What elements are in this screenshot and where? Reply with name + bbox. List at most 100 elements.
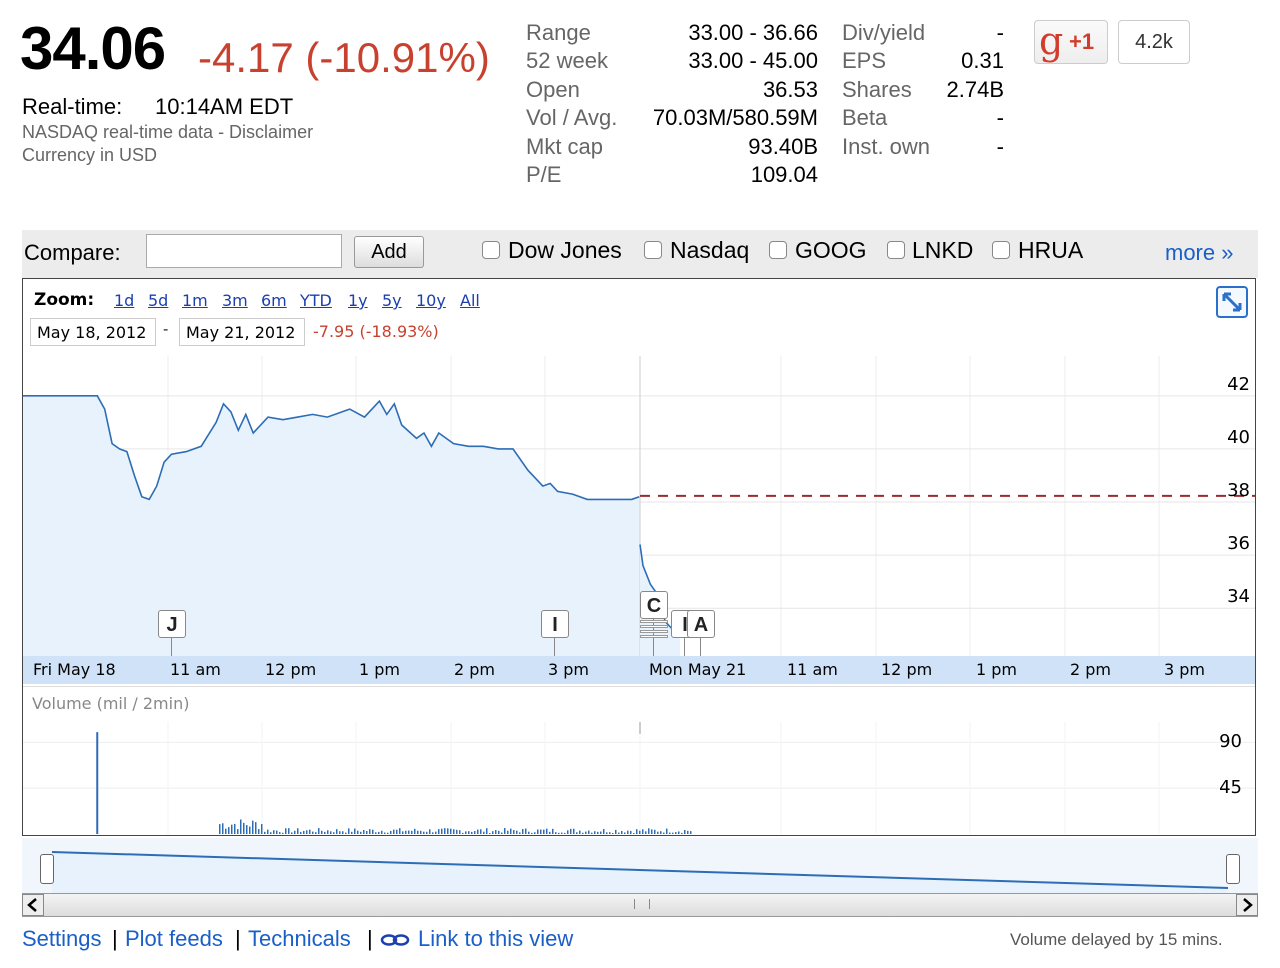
settings-link[interactable]: Settings: [22, 926, 102, 951]
volume-bar: [420, 830, 422, 834]
x-tick-label: 1 pm: [976, 660, 1018, 679]
event-flag-i[interactable]: I: [541, 610, 569, 638]
start-date-field[interactable]: May 18, 2012: [30, 318, 156, 346]
volume-bar: [663, 832, 665, 834]
time-axis: [23, 656, 1255, 684]
scroll-grip[interactable]: [634, 899, 650, 909]
compare-input[interactable]: [146, 234, 342, 268]
event-flag-c[interactable]: C: [640, 591, 668, 619]
volume-bar: [351, 831, 353, 834]
checkbox-lnkd[interactable]: [887, 241, 905, 259]
zoom-1y[interactable]: 1y: [348, 291, 368, 310]
volume-bar: [621, 830, 623, 834]
event-flag-a[interactable]: A: [687, 610, 715, 638]
volume-bar: [666, 828, 668, 834]
volume-bar: [324, 831, 326, 834]
volume-bar: [438, 829, 440, 834]
volume-bar: [633, 832, 635, 834]
volume-bar: [657, 831, 659, 834]
checkbox-label-goog[interactable]: GOOG: [795, 237, 867, 263]
volume-bar: [411, 830, 413, 834]
stat-value-instown: -: [996, 134, 1004, 159]
volume-bar: [489, 832, 491, 834]
volume-bar: [255, 822, 257, 834]
volume-bar: [276, 830, 278, 834]
price-chart[interactable]: [23, 356, 1255, 656]
google-g-icon: g: [1039, 19, 1064, 63]
volume-bar: [225, 828, 227, 834]
zoom-1d[interactable]: 1d: [114, 291, 135, 310]
range-change: -7.95 (-18.93%): [313, 322, 439, 341]
google-plus-one-button[interactable]: g +1: [1034, 19, 1108, 64]
zoom-5d[interactable]: 5d: [148, 291, 169, 310]
x-tick-label: 2 pm: [1070, 660, 1112, 679]
data-source-note[interactable]: NASDAQ real-time data - Disclaimer: [22, 122, 314, 142]
volume-bar: [417, 830, 419, 834]
volume-bar: [315, 832, 317, 834]
navigator-scrollbar[interactable]: [22, 893, 1258, 917]
volume-bar: [297, 828, 299, 834]
volume-bar: [543, 829, 545, 834]
checkbox-hrua[interactable]: [992, 241, 1010, 259]
volume-bar: [279, 832, 281, 834]
price-area-mon: [640, 544, 681, 656]
volume-bar: [267, 829, 269, 834]
zoom-5y[interactable]: 5y: [382, 291, 402, 310]
add-button[interactable]: Add: [354, 236, 424, 268]
expand-chart-button[interactable]: [1216, 286, 1248, 318]
volume-bar: [432, 832, 434, 834]
zoom-6m[interactable]: 6m: [261, 291, 287, 310]
checkbox-label-nasdaq[interactable]: Nasdaq: [670, 237, 750, 263]
stat-value-52week: 33.00 - 45.00: [688, 48, 818, 73]
zoom-1m[interactable]: 1m: [182, 291, 208, 310]
volume-bar: [480, 829, 482, 834]
checkbox-dow-jones[interactable]: [482, 241, 500, 259]
technicals-link[interactable]: Technicals: [248, 926, 351, 951]
volume-bar: [525, 828, 527, 834]
volume-bar: [516, 830, 518, 834]
navigator-right-handle[interactable]: [1226, 854, 1240, 884]
link-to-view-link[interactable]: Link to this view: [418, 926, 574, 951]
volume-bar: [291, 832, 293, 834]
checkbox-goog[interactable]: [769, 241, 787, 259]
volume-bar: [474, 831, 476, 834]
volume-bar: [672, 832, 674, 834]
zoom-all[interactable]: All: [460, 291, 480, 310]
more-link[interactable]: more »: [1165, 240, 1234, 265]
end-date-field[interactable]: May 21, 2012: [179, 318, 305, 346]
checkbox-nasdaq[interactable]: [644, 241, 662, 259]
volume-bar: [465, 831, 467, 834]
scroll-right-button[interactable]: [1236, 894, 1258, 916]
volume-bar: [591, 832, 593, 834]
scroll-left-button[interactable]: [22, 894, 44, 916]
volume-bar: [228, 827, 230, 834]
navigator-left-handle[interactable]: [40, 854, 54, 884]
volume-bar: [360, 831, 362, 834]
volume-bar: [456, 829, 458, 834]
y-tick-label: 40: [1227, 426, 1250, 448]
checkbox-label-lnkd[interactable]: LNKD: [912, 237, 974, 263]
checkbox-label-dow-jones[interactable]: Dow Jones: [508, 237, 622, 263]
volume-bar: [336, 829, 338, 834]
plot-feeds-link[interactable]: Plot feeds: [125, 926, 223, 951]
x-tick-label: 3 pm: [1164, 660, 1206, 679]
volume-bar: [240, 819, 242, 834]
volume-bar: [459, 830, 461, 834]
volume-bar: [510, 828, 512, 834]
zoom-10y[interactable]: 10y: [416, 291, 446, 310]
x-tick-label: Mon May 21: [649, 660, 747, 679]
zoom-ytd[interactable]: YTD: [300, 291, 332, 310]
volume-bar: [399, 828, 401, 834]
volume-bar: [357, 830, 359, 834]
volume-bar: [450, 828, 452, 834]
checkbox-label-hrua[interactable]: HRUA: [1018, 237, 1084, 263]
zoom-3m[interactable]: 3m: [222, 291, 248, 310]
event-flag-j[interactable]: J: [158, 610, 186, 638]
navigator-overview[interactable]: [22, 838, 1258, 918]
volume-bar: [249, 826, 251, 834]
stat-value-mktcap: 93.40B: [748, 134, 818, 159]
volume-bar: [330, 831, 332, 834]
chevron-left-icon: [27, 898, 37, 912]
volume-bar: [675, 832, 677, 834]
volume-bar: [519, 832, 521, 834]
